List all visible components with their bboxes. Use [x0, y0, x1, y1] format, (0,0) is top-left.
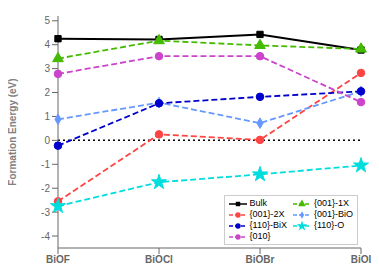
svg-text:-1: -1: [41, 159, 50, 170]
svg-text:Formation Energy (eV): Formation Energy (eV): [8, 78, 18, 185]
html-text:{001}-1X: {001}-1X: [314, 198, 349, 208]
svg-text:BiOCl: BiOCl: [145, 254, 173, 265]
svg-text:BiOF: BiOF: [46, 254, 70, 265]
html-text:{110}-BiX: {110}-BiX: [249, 220, 287, 230]
html-text:{001}-2X: {001}-2X: [249, 209, 285, 219]
svg-text:BiOI: BiOI: [351, 254, 371, 265]
svg-text:0: 0: [44, 135, 50, 146]
svg-text:-2: -2: [41, 183, 50, 194]
html-text:{001}-BiO: {001}-BiO: [314, 209, 353, 219]
svg-text:5: 5: [44, 15, 50, 26]
svg-text:4: 4: [44, 39, 50, 50]
svg-text:2: 2: [44, 87, 50, 98]
svg-text:-4: -4: [41, 231, 50, 242]
html-text:{110}-O: {110}-O: [314, 220, 345, 230]
svg-text:1: 1: [44, 111, 50, 122]
html-text:{010}: {010}: [249, 231, 271, 241]
html-text:Bulk: Bulk: [249, 198, 268, 208]
svg-text:3: 3: [44, 63, 50, 74]
svg-text:BiOBr: BiOBr: [246, 254, 275, 265]
svg-text:-3: -3: [41, 207, 50, 218]
